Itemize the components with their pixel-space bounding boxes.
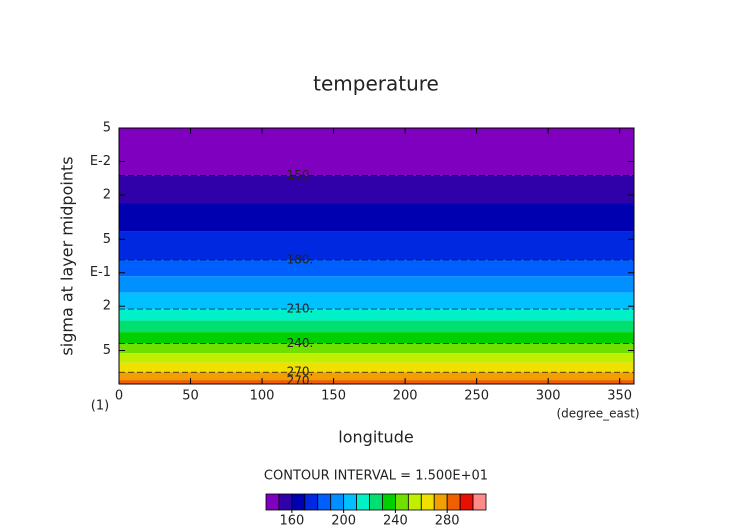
x-axis-label: longitude [338,428,413,447]
contour-band [119,259,634,277]
contour-band [119,343,634,354]
colorbar-box [278,493,293,511]
x-tick-label: 100 [250,389,275,404]
colorbar-box [446,493,461,511]
colorbar-box [304,493,319,511]
contour-band [119,372,634,381]
y-axis-unit: (1) [91,399,109,414]
x-tick-label: 300 [536,389,561,404]
contour-label: 150. [287,168,314,182]
contour-band [119,320,634,333]
colorbar-box [472,493,487,511]
y-tick-label: 5 [103,343,111,358]
colorbar-box [291,493,306,511]
colorbar-box [382,493,396,511]
x-tick-label: 0 [115,389,123,404]
contour-band [119,332,634,344]
contour-band [119,362,634,373]
y-axis-label: sigma at layer midpoints [58,156,77,355]
y-tick-label: 5 [103,232,111,247]
x-tick-label: 50 [182,389,199,404]
plot-area [119,127,634,385]
colorbar-tick-label: 240 [383,514,408,529]
colorbar-tick-label: 200 [331,514,356,529]
colorbar-tick-label: 280 [435,514,460,529]
contour-band [119,276,634,293]
colorbar-box [369,493,383,511]
y-tick-label: 2 [103,299,111,314]
contour-band [119,309,634,321]
contour-band [119,175,634,204]
colorbar-box [343,493,357,511]
plot-frame [118,127,635,385]
contour-label: 270. [287,374,314,388]
colorbar-tick-label: 160 [279,514,304,529]
colorbar-box [317,493,332,511]
x-tick-label: 200 [393,389,418,404]
y-tick-label: 5 [103,121,111,136]
contour-band [119,128,634,176]
colorbar-box [265,493,280,511]
colorbar-box [395,493,409,511]
chart-title: temperature [313,72,439,96]
colorbar-box [420,493,435,511]
contour-interval: CONTOUR INTERVAL = 1.500E+01 [264,469,488,484]
contour-band [119,380,634,384]
x-axis-unit: (degree_east) [556,407,639,421]
contour-band [119,353,634,363]
contour-band [119,292,634,310]
contour-band [119,231,634,260]
contour-band [119,203,634,232]
x-tick-label: 350 [607,389,632,404]
colorbar-box [407,493,422,511]
contour-label: 210. [287,302,314,316]
y-tick-label: E-1 [90,265,111,280]
colorbar-box [356,493,370,511]
contour-label: 240. [287,336,314,350]
colorbar-box [433,493,448,511]
contour-label: 270. [287,365,314,379]
x-tick-label: 250 [464,389,489,404]
colorbar-box [330,493,345,511]
y-tick-label: E-2 [90,154,111,169]
y-tick-label: 2 [103,187,111,202]
x-tick-label: 150 [321,389,346,404]
contour-label: 180. [287,252,314,266]
colorbar-box [459,493,474,511]
